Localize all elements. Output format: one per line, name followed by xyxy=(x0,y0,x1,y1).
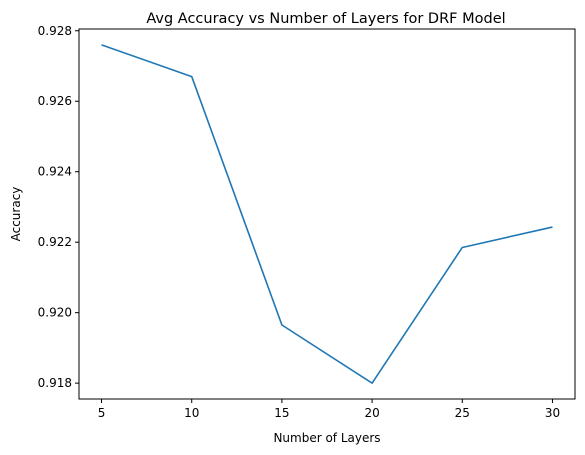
plot-frame xyxy=(78,28,576,400)
x-axis-label: Number of Layers xyxy=(273,431,380,445)
y-tick-label: 0.928 xyxy=(38,24,72,38)
y-tick-label: 0.918 xyxy=(38,376,72,390)
x-axis-ticks: 5 10 15 20 25 30 xyxy=(98,399,560,420)
series-line xyxy=(101,44,553,384)
y-tick-label: 0.924 xyxy=(38,165,72,179)
x-tick-label: 30 xyxy=(545,406,560,420)
y-axis-ticks: 0.918 0.920 0.922 0.924 0.926 0.928 xyxy=(38,24,79,390)
x-tick-label: 10 xyxy=(184,406,199,420)
x-tick-label: 20 xyxy=(364,406,379,420)
x-tick-label: 15 xyxy=(274,406,289,420)
x-tick-label: 5 xyxy=(98,406,106,420)
chart-title: Avg Accuracy vs Number of Layers for DRF… xyxy=(146,11,505,27)
plot-area xyxy=(78,28,576,400)
y-axis-label: Accuracy xyxy=(9,187,23,242)
y-tick-label: 0.926 xyxy=(38,94,72,108)
y-tick-label: 0.920 xyxy=(38,306,72,320)
y-tick-label: 0.922 xyxy=(38,235,72,249)
x-tick-label: 25 xyxy=(455,406,470,420)
